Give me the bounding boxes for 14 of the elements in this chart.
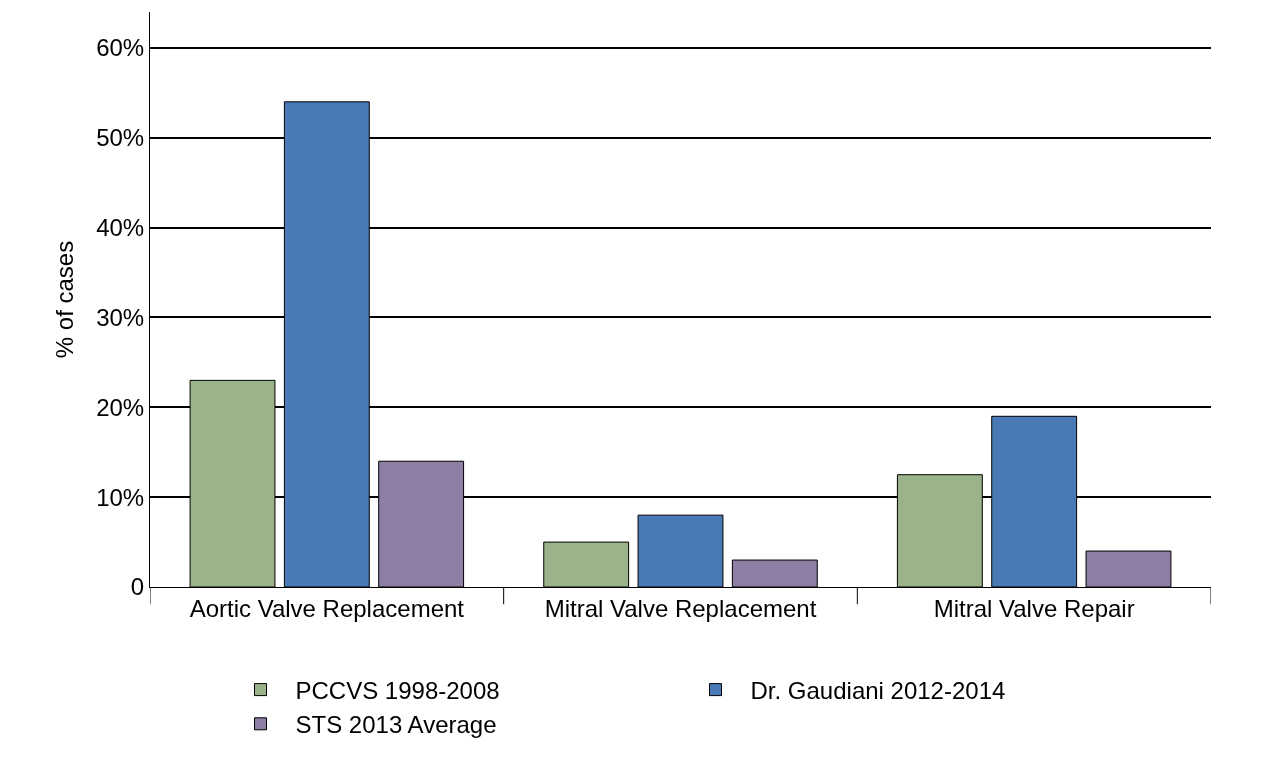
- x-tick-label: Aortic Valve Replacement: [189, 594, 465, 622]
- y-tick-label: 40%: [96, 214, 145, 242]
- y-tick-label: 60%: [96, 34, 145, 62]
- y-tick-label: 20%: [96, 393, 145, 421]
- legend-label: PCCVS 1998-2008: [295, 676, 500, 704]
- y-tick-label: 10%: [96, 483, 145, 511]
- x-tick-label: Mitral Valve Replacement: [544, 594, 817, 622]
- y-tick-label: 30%: [96, 303, 145, 331]
- legend-label: Dr. Gaudiani 2012-2014: [750, 676, 1006, 704]
- legend-label: STS 2013 Average: [295, 711, 497, 739]
- y-tick-label: 0: [130, 573, 145, 601]
- y-tick-label: 50%: [96, 124, 145, 152]
- x-tick-label: Mitral Valve Repair: [933, 594, 1135, 622]
- y-axis-title: % of cases: [51, 240, 79, 359]
